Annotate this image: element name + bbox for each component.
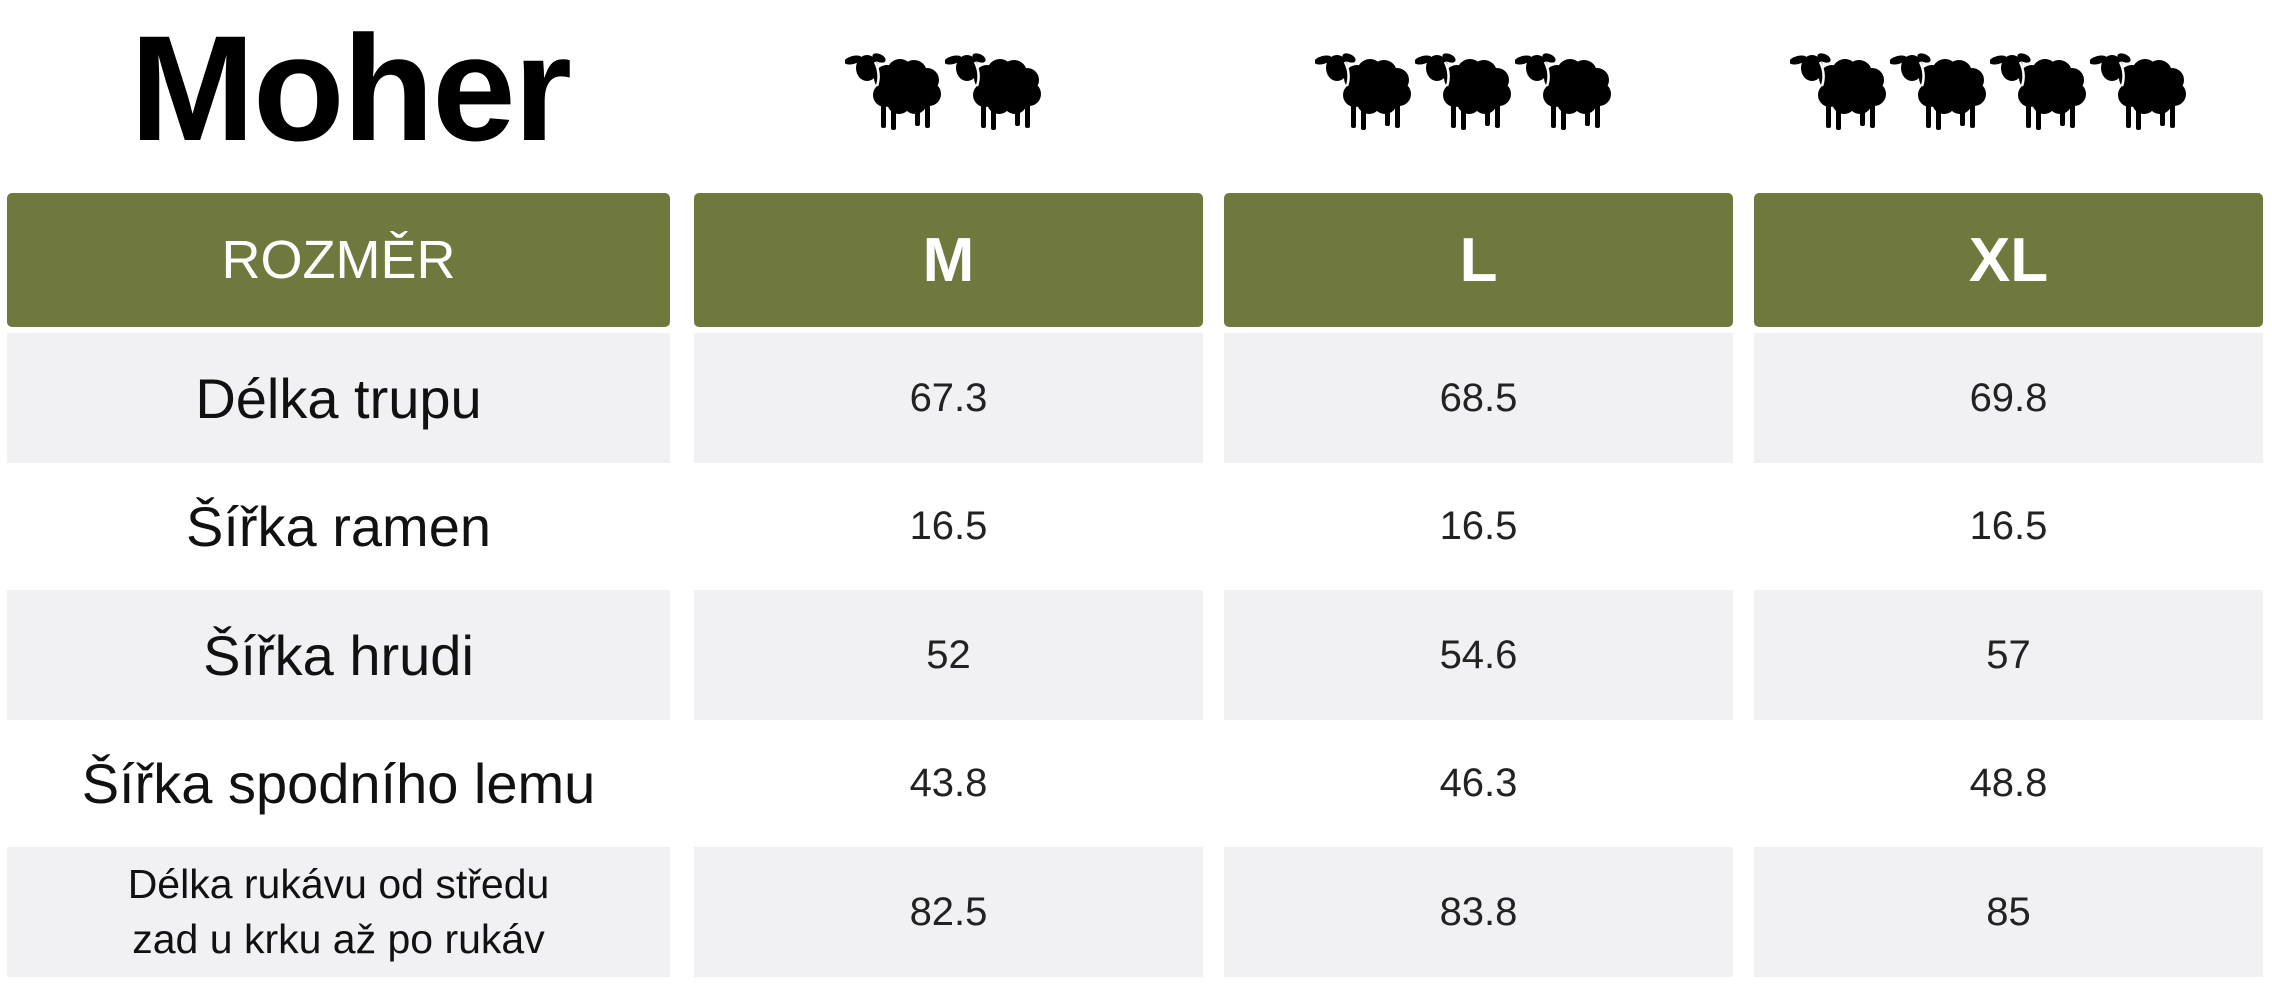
table-cell: 85 (1754, 847, 2263, 977)
sheep-icon (1315, 40, 1415, 140)
row-label-chest-width: Šířka hrudi (7, 590, 670, 720)
sheep-rating-m (845, 40, 1045, 140)
sheep-icon (1890, 40, 1990, 140)
table-cell: 54.6 (1224, 590, 1733, 720)
sheep-icon (1790, 40, 1890, 140)
sheep-rating-xl (1790, 40, 2190, 140)
row-label-sleeve-length: Délka rukávu od středu zad u krku až po … (7, 847, 670, 977)
table-cell: 52 (694, 590, 1203, 720)
table-cell: 46.3 (1439, 761, 1518, 805)
header-size-l: L (1224, 193, 1733, 327)
row-label-body-length: Délka trupu (7, 333, 670, 463)
header-size-xl: XL (1754, 193, 2263, 327)
table-cell: 48.8 (1969, 761, 2048, 805)
table-cell: 16.5 (1969, 504, 2048, 548)
sheep-icon (845, 40, 945, 140)
sheep-icon (945, 40, 1045, 140)
row-label-line: zad u krku až po rukáv (132, 916, 545, 962)
sheep-icon (1990, 40, 2090, 140)
table-cell: 16.5 (1439, 504, 1518, 548)
table-cell: 68.5 (1224, 333, 1733, 463)
sheep-rating-l (1315, 40, 1615, 140)
sheep-icon (2090, 40, 2190, 140)
row-label-hem-width: Šířka spodního lemu (81, 752, 596, 815)
row-label-shoulder-width: Šířka ramen (186, 495, 491, 558)
table-cell: 57 (1754, 590, 2263, 720)
header-size-label: ROZMĚR (7, 193, 670, 327)
header-size-m: M (694, 193, 1203, 327)
sheep-icon (1515, 40, 1615, 140)
table-cell: 82.5 (694, 847, 1203, 977)
table-cell: 67.3 (694, 333, 1203, 463)
sheep-icon (1415, 40, 1515, 140)
table-cell: 69.8 (1754, 333, 2263, 463)
table-cell: 43.8 (909, 761, 988, 805)
table-cell: 83.8 (1224, 847, 1733, 977)
page-title: Moher (130, 4, 572, 172)
table-cell: 16.5 (909, 504, 988, 548)
row-label-line: Délka rukávu od středu (127, 861, 550, 907)
